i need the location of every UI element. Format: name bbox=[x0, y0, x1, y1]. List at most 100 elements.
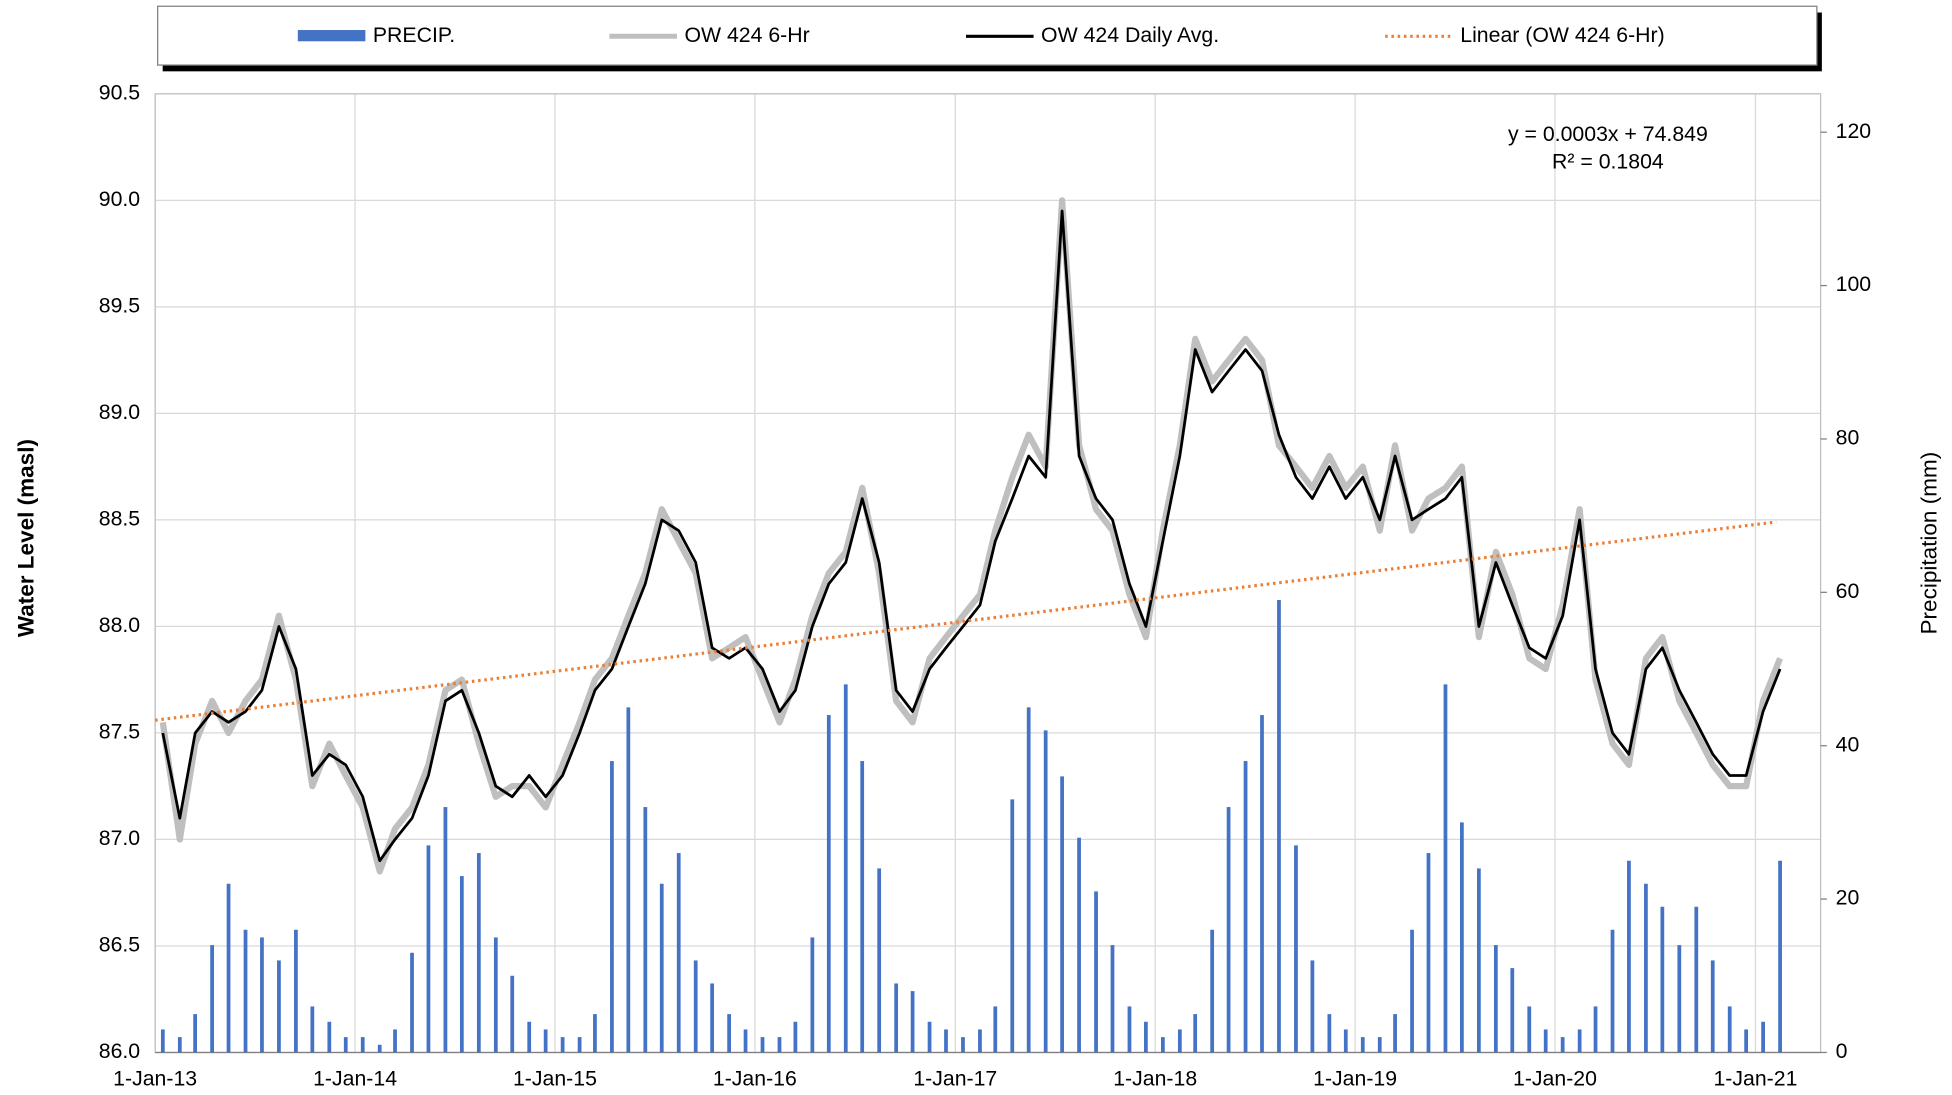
precip-bar bbox=[643, 807, 648, 1053]
y-tick-label: 89.5 bbox=[99, 294, 140, 318]
precip-bar bbox=[426, 845, 431, 1053]
x-tick-label: 1-Jan-14 bbox=[313, 1067, 397, 1090]
series-line bbox=[159, 197, 1783, 875]
x-tick-label: 1-Jan-13 bbox=[113, 1067, 197, 1090]
precip-bar bbox=[393, 1029, 397, 1053]
precip-bar bbox=[877, 868, 882, 1053]
y-tick-label: 86.5 bbox=[99, 933, 140, 957]
precip-bar bbox=[277, 960, 281, 1053]
precip-bar bbox=[410, 952, 414, 1053]
precip-bar bbox=[1026, 707, 1031, 1053]
precip-bar bbox=[727, 1014, 731, 1053]
y2-tick-label: 40 bbox=[1836, 732, 1860, 756]
precip-bar bbox=[327, 1021, 332, 1053]
precip-bar bbox=[177, 1037, 182, 1053]
precip-bar bbox=[910, 991, 915, 1053]
x-tick-label: 1-Jan-15 bbox=[513, 1067, 597, 1090]
precip-bar bbox=[1177, 1029, 1182, 1053]
precip-bar bbox=[1610, 929, 1615, 1053]
precip-bar bbox=[1761, 1021, 1765, 1053]
precip-bar bbox=[1510, 968, 1515, 1053]
precip-bar bbox=[193, 1014, 198, 1053]
precip-bar bbox=[1144, 1021, 1148, 1053]
precip-bar bbox=[793, 1021, 798, 1053]
precip-bar bbox=[760, 1037, 765, 1053]
trend-r2: R² = 0.1804 bbox=[1552, 149, 1664, 173]
precip-bar bbox=[894, 983, 899, 1053]
precip-bar bbox=[1277, 599, 1281, 1053]
legend-label: OW 424 6-Hr bbox=[684, 23, 809, 47]
precip-bar bbox=[843, 684, 848, 1053]
y2-tick-label: 120 bbox=[1836, 119, 1871, 143]
precip-bar bbox=[510, 975, 515, 1053]
y2-tick-label: 60 bbox=[1836, 579, 1860, 603]
precip-bar bbox=[810, 937, 815, 1053]
y2-tick-label: 100 bbox=[1836, 272, 1871, 296]
precip-bar bbox=[1660, 906, 1665, 1053]
precip-bar bbox=[961, 1037, 965, 1053]
x-tick-label: 1-Jan-19 bbox=[1313, 1067, 1397, 1090]
y-tick-label: 88.0 bbox=[99, 613, 140, 637]
precip-bar bbox=[1527, 1006, 1532, 1053]
precip-bar bbox=[1694, 906, 1699, 1053]
precip-bar bbox=[1560, 1037, 1565, 1053]
precip-bar bbox=[443, 807, 448, 1053]
precip-bar bbox=[459, 876, 464, 1053]
precip-bar bbox=[210, 945, 214, 1053]
precip-bar bbox=[294, 929, 298, 1053]
precip-bar bbox=[860, 761, 865, 1053]
precip-bar bbox=[1443, 684, 1448, 1053]
precip-bar bbox=[1294, 845, 1298, 1053]
precip-bar bbox=[710, 983, 715, 1053]
precip-bar bbox=[1110, 945, 1115, 1053]
y2-axis-label: Precipitation (mm) bbox=[1917, 452, 1942, 635]
precip-bar bbox=[743, 1029, 748, 1053]
series-line bbox=[161, 209, 1782, 863]
precip-bar bbox=[310, 1006, 315, 1053]
precip-bar bbox=[493, 937, 498, 1053]
y-tick-label: 89.0 bbox=[99, 400, 140, 424]
precip-bar bbox=[160, 1029, 165, 1053]
precip-bar bbox=[1310, 960, 1315, 1053]
precip-bar bbox=[993, 1006, 998, 1053]
precip-bar bbox=[1543, 1029, 1548, 1053]
precip-bar bbox=[1343, 1029, 1348, 1053]
precip-bar bbox=[1210, 929, 1215, 1053]
y-tick-label: 90.5 bbox=[99, 80, 140, 104]
precip-bar bbox=[826, 715, 831, 1053]
y-tick-label: 86.0 bbox=[99, 1039, 140, 1063]
y-tick-label: 88.5 bbox=[99, 507, 140, 531]
precip-bar bbox=[560, 1037, 565, 1053]
precip-bar bbox=[593, 1014, 597, 1053]
precip-bar bbox=[610, 761, 614, 1053]
precip-bar bbox=[527, 1021, 532, 1053]
precip-bar bbox=[626, 707, 631, 1053]
precip-bar bbox=[1377, 1037, 1382, 1053]
precip-bar bbox=[1010, 799, 1015, 1053]
precip-bar bbox=[260, 937, 264, 1053]
precip-bar bbox=[1677, 945, 1682, 1053]
precip-bar bbox=[1593, 1006, 1598, 1053]
precip-bar bbox=[1243, 761, 1248, 1053]
precip-bar bbox=[343, 1037, 348, 1053]
precip-bar bbox=[1077, 837, 1081, 1053]
legend-label: Linear (OW 424 6-Hr) bbox=[1460, 23, 1664, 47]
precip-bar bbox=[1393, 1014, 1397, 1053]
y-tick-label: 87.5 bbox=[99, 720, 140, 744]
x-tick-label: 1-Jan-16 bbox=[713, 1067, 797, 1090]
precip-bar bbox=[1493, 945, 1498, 1053]
precip-bar bbox=[243, 929, 248, 1053]
precip-bar bbox=[1710, 960, 1715, 1053]
precip-bar bbox=[927, 1021, 932, 1053]
precip-bar bbox=[1476, 868, 1481, 1053]
y2-tick-label: 0 bbox=[1836, 1039, 1848, 1063]
precip-bar bbox=[1627, 860, 1631, 1053]
precip-bar bbox=[1727, 1006, 1732, 1053]
y2-tick-label: 20 bbox=[1836, 886, 1860, 910]
x-tick-label: 1-Jan-17 bbox=[913, 1067, 997, 1090]
precip-bar bbox=[1360, 1037, 1365, 1053]
precip-bar bbox=[659, 883, 664, 1053]
precip-bar bbox=[978, 1029, 982, 1053]
